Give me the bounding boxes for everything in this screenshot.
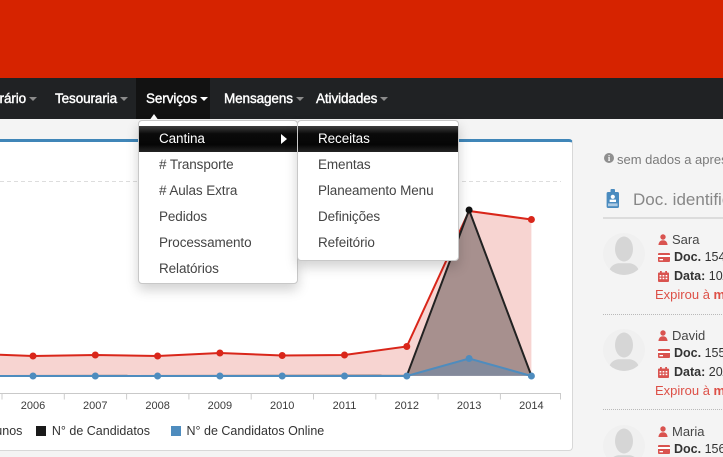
svg-text:2007: 2007 xyxy=(83,400,107,412)
svg-text:2012: 2012 xyxy=(395,400,419,412)
svg-text:2008: 2008 xyxy=(145,400,169,412)
svg-text:2014: 2014 xyxy=(519,400,543,412)
svg-text:2011: 2011 xyxy=(333,400,357,412)
svg-text:2013: 2013 xyxy=(457,400,481,412)
svg-text:2010: 2010 xyxy=(270,400,294,412)
svg-text:2006: 2006 xyxy=(21,400,45,412)
svg-text:2009: 2009 xyxy=(208,400,232,412)
